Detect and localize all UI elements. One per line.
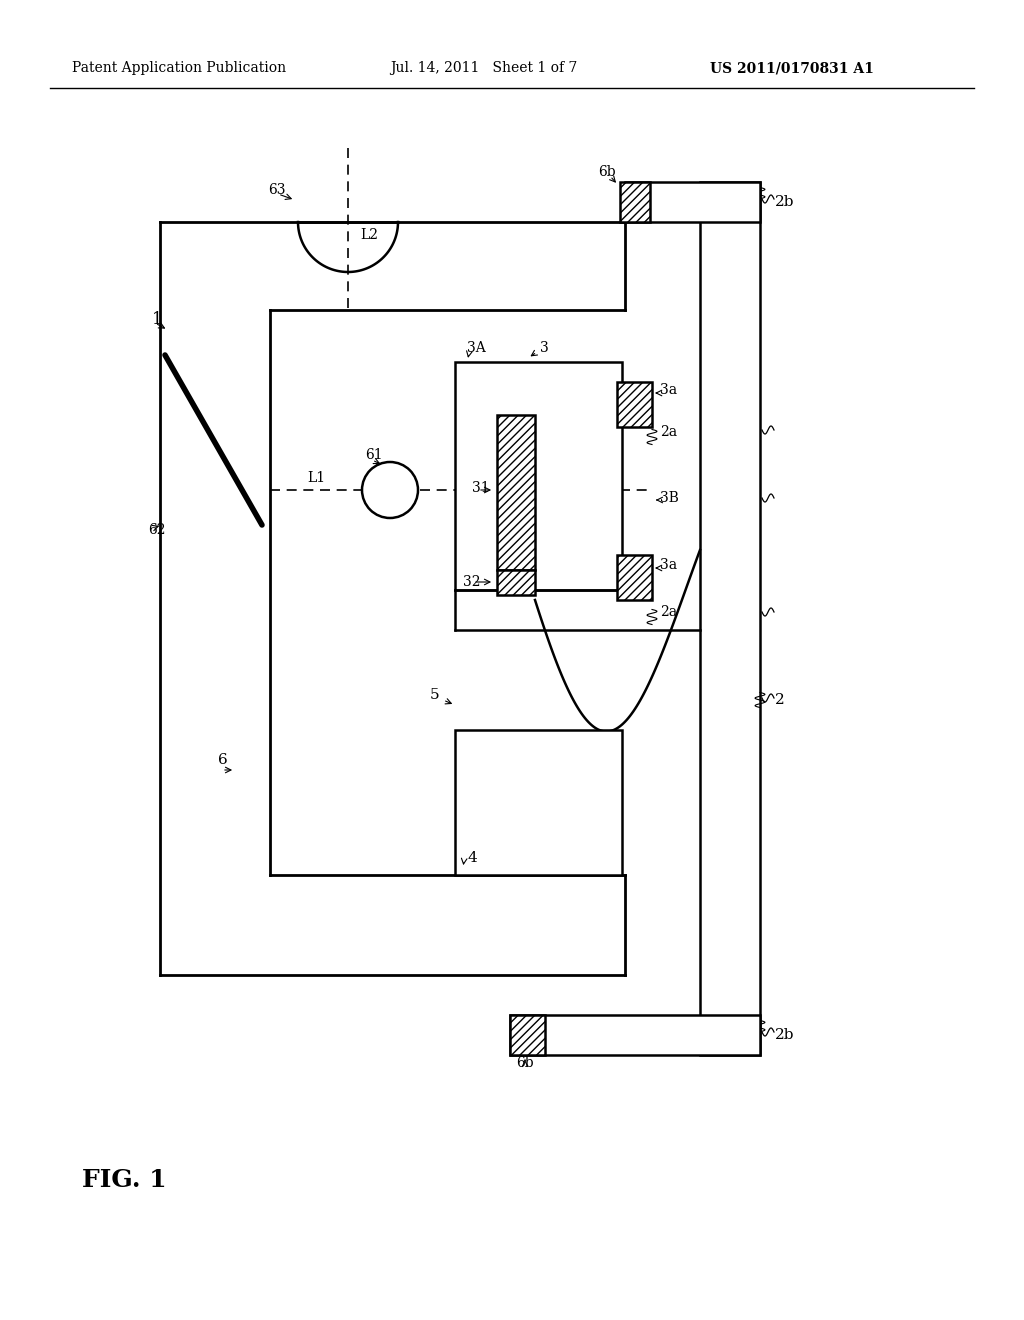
Text: 6b: 6b	[598, 165, 615, 180]
Text: 2a: 2a	[660, 425, 677, 440]
Text: FIG. 1: FIG. 1	[82, 1168, 167, 1192]
Circle shape	[362, 462, 418, 517]
Text: 4: 4	[468, 851, 478, 865]
Text: 2: 2	[775, 693, 784, 708]
Text: US 2011/0170831 A1: US 2011/0170831 A1	[710, 61, 873, 75]
Text: L1: L1	[307, 471, 326, 484]
Bar	[510, 1015, 545, 1055]
Text: 61: 61	[365, 447, 383, 462]
Text: 2a: 2a	[660, 605, 677, 619]
Text: 2b: 2b	[775, 195, 795, 209]
Text: 3a: 3a	[660, 383, 677, 397]
Bar	[625, 182, 760, 222]
Text: 3A: 3A	[467, 341, 485, 355]
Bar	[617, 554, 652, 601]
Text: 1: 1	[152, 312, 163, 329]
Text: 2b: 2b	[775, 1028, 795, 1041]
Text: 32: 32	[463, 576, 480, 589]
Text: Jul. 14, 2011   Sheet 1 of 7: Jul. 14, 2011 Sheet 1 of 7	[390, 61, 578, 75]
Text: 63: 63	[268, 183, 286, 197]
Bar	[617, 381, 652, 426]
Bar	[455, 362, 622, 590]
Text: 6: 6	[218, 752, 227, 767]
Bar	[700, 182, 760, 1055]
Text: 3B: 3B	[660, 491, 679, 506]
Text: L2: L2	[360, 228, 378, 242]
Text: 31: 31	[472, 480, 489, 495]
Bar	[497, 570, 535, 595]
Bar	[620, 182, 650, 222]
Text: 5: 5	[430, 688, 439, 702]
Text: Patent Application Publication: Patent Application Publication	[72, 61, 286, 75]
Text: 6b: 6b	[516, 1056, 534, 1071]
Bar	[510, 1015, 760, 1055]
Text: 62: 62	[148, 523, 166, 537]
Bar	[455, 730, 622, 875]
Text: 3a: 3a	[660, 558, 677, 572]
Bar	[497, 414, 535, 570]
Text: 3: 3	[540, 341, 549, 355]
